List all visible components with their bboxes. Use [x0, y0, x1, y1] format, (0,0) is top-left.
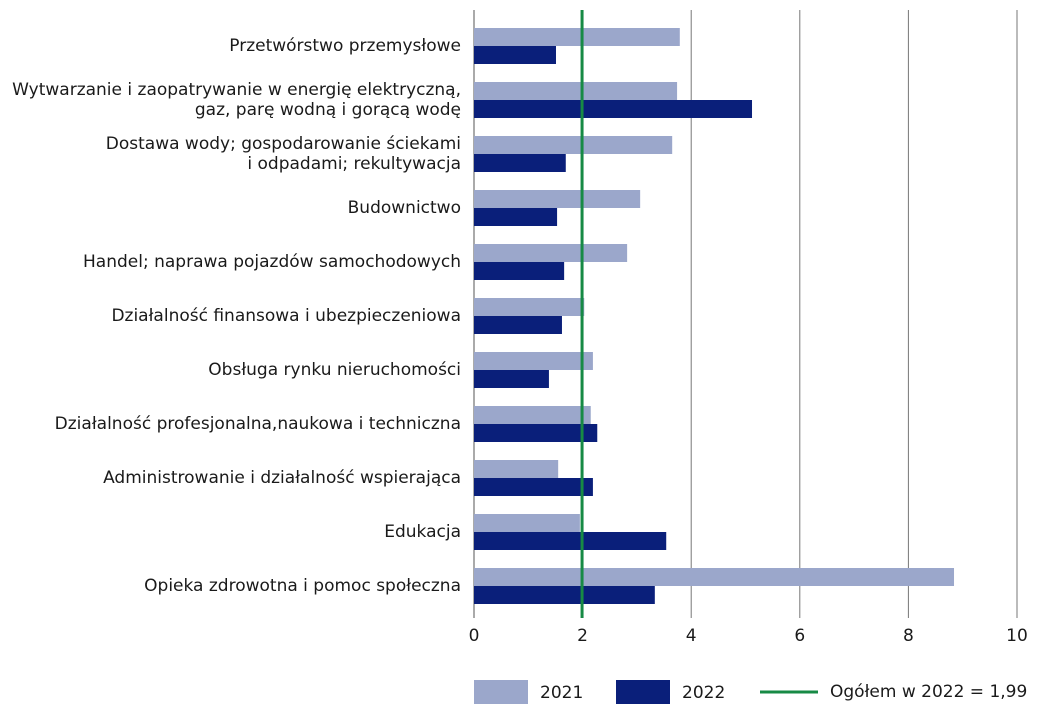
x-tick-label: 6 — [794, 626, 805, 646]
y-tick-label: Budownictwo — [348, 198, 461, 218]
bar — [474, 46, 556, 64]
y-tick-label: i odpadami; rekultywacja — [247, 154, 461, 174]
x-tick-label: 4 — [686, 626, 697, 646]
bar — [474, 208, 558, 226]
bar — [474, 244, 628, 262]
bar — [474, 28, 680, 46]
bar — [474, 514, 580, 532]
y-tick-label: Działalność finansowa i ubezpieczeniowa — [111, 306, 461, 326]
legend-label: 2022 — [682, 683, 725, 703]
bar — [474, 406, 591, 424]
bar — [474, 568, 955, 586]
legend-swatch — [616, 680, 670, 704]
bar — [474, 532, 667, 550]
y-tick-label: Wytwarzanie i zaopatrywanie w energię el… — [12, 80, 461, 100]
y-tick-label: Handel; naprawa pojazdów samochodowych — [83, 252, 461, 272]
bar — [474, 190, 641, 208]
bar — [474, 262, 565, 280]
bar — [474, 478, 593, 496]
y-tick-label: Edukacja — [384, 522, 461, 542]
y-tick-label: Dostawa wody; gospodarowanie ściekami — [106, 134, 461, 154]
bar — [474, 100, 753, 118]
y-tick-label: Przetwórstwo przemysłowe — [229, 36, 461, 56]
legend-label: Ogółem w 2022 = 1,99 — [830, 682, 1027, 702]
bar — [474, 298, 585, 316]
legend-swatch — [474, 680, 528, 704]
y-tick-label: gaz, parę wodną i gorącą wodę — [195, 100, 461, 120]
bar — [474, 370, 549, 388]
bar — [474, 136, 673, 154]
x-tick-label: 0 — [469, 626, 480, 646]
legend-label: 2021 — [540, 683, 583, 703]
x-tick-label: 10 — [1006, 626, 1028, 646]
bar — [474, 352, 593, 370]
y-tick-label: Opieka zdrowotna i pomoc społeczna — [144, 576, 461, 596]
bar — [474, 424, 598, 442]
bar — [474, 154, 566, 172]
bar — [474, 316, 562, 334]
x-tick-label: 2 — [577, 626, 588, 646]
bar — [474, 82, 678, 100]
x-tick-label: 8 — [903, 626, 914, 646]
bar — [474, 586, 655, 604]
y-tick-label: Obsługa rynku nieruchomości — [208, 360, 461, 380]
y-tick-label: Działalność profesjonalna,naukowa i tech… — [55, 414, 461, 434]
y-tick-label: Administrowanie i działalność wspierając… — [103, 468, 461, 488]
bar — [474, 460, 559, 478]
